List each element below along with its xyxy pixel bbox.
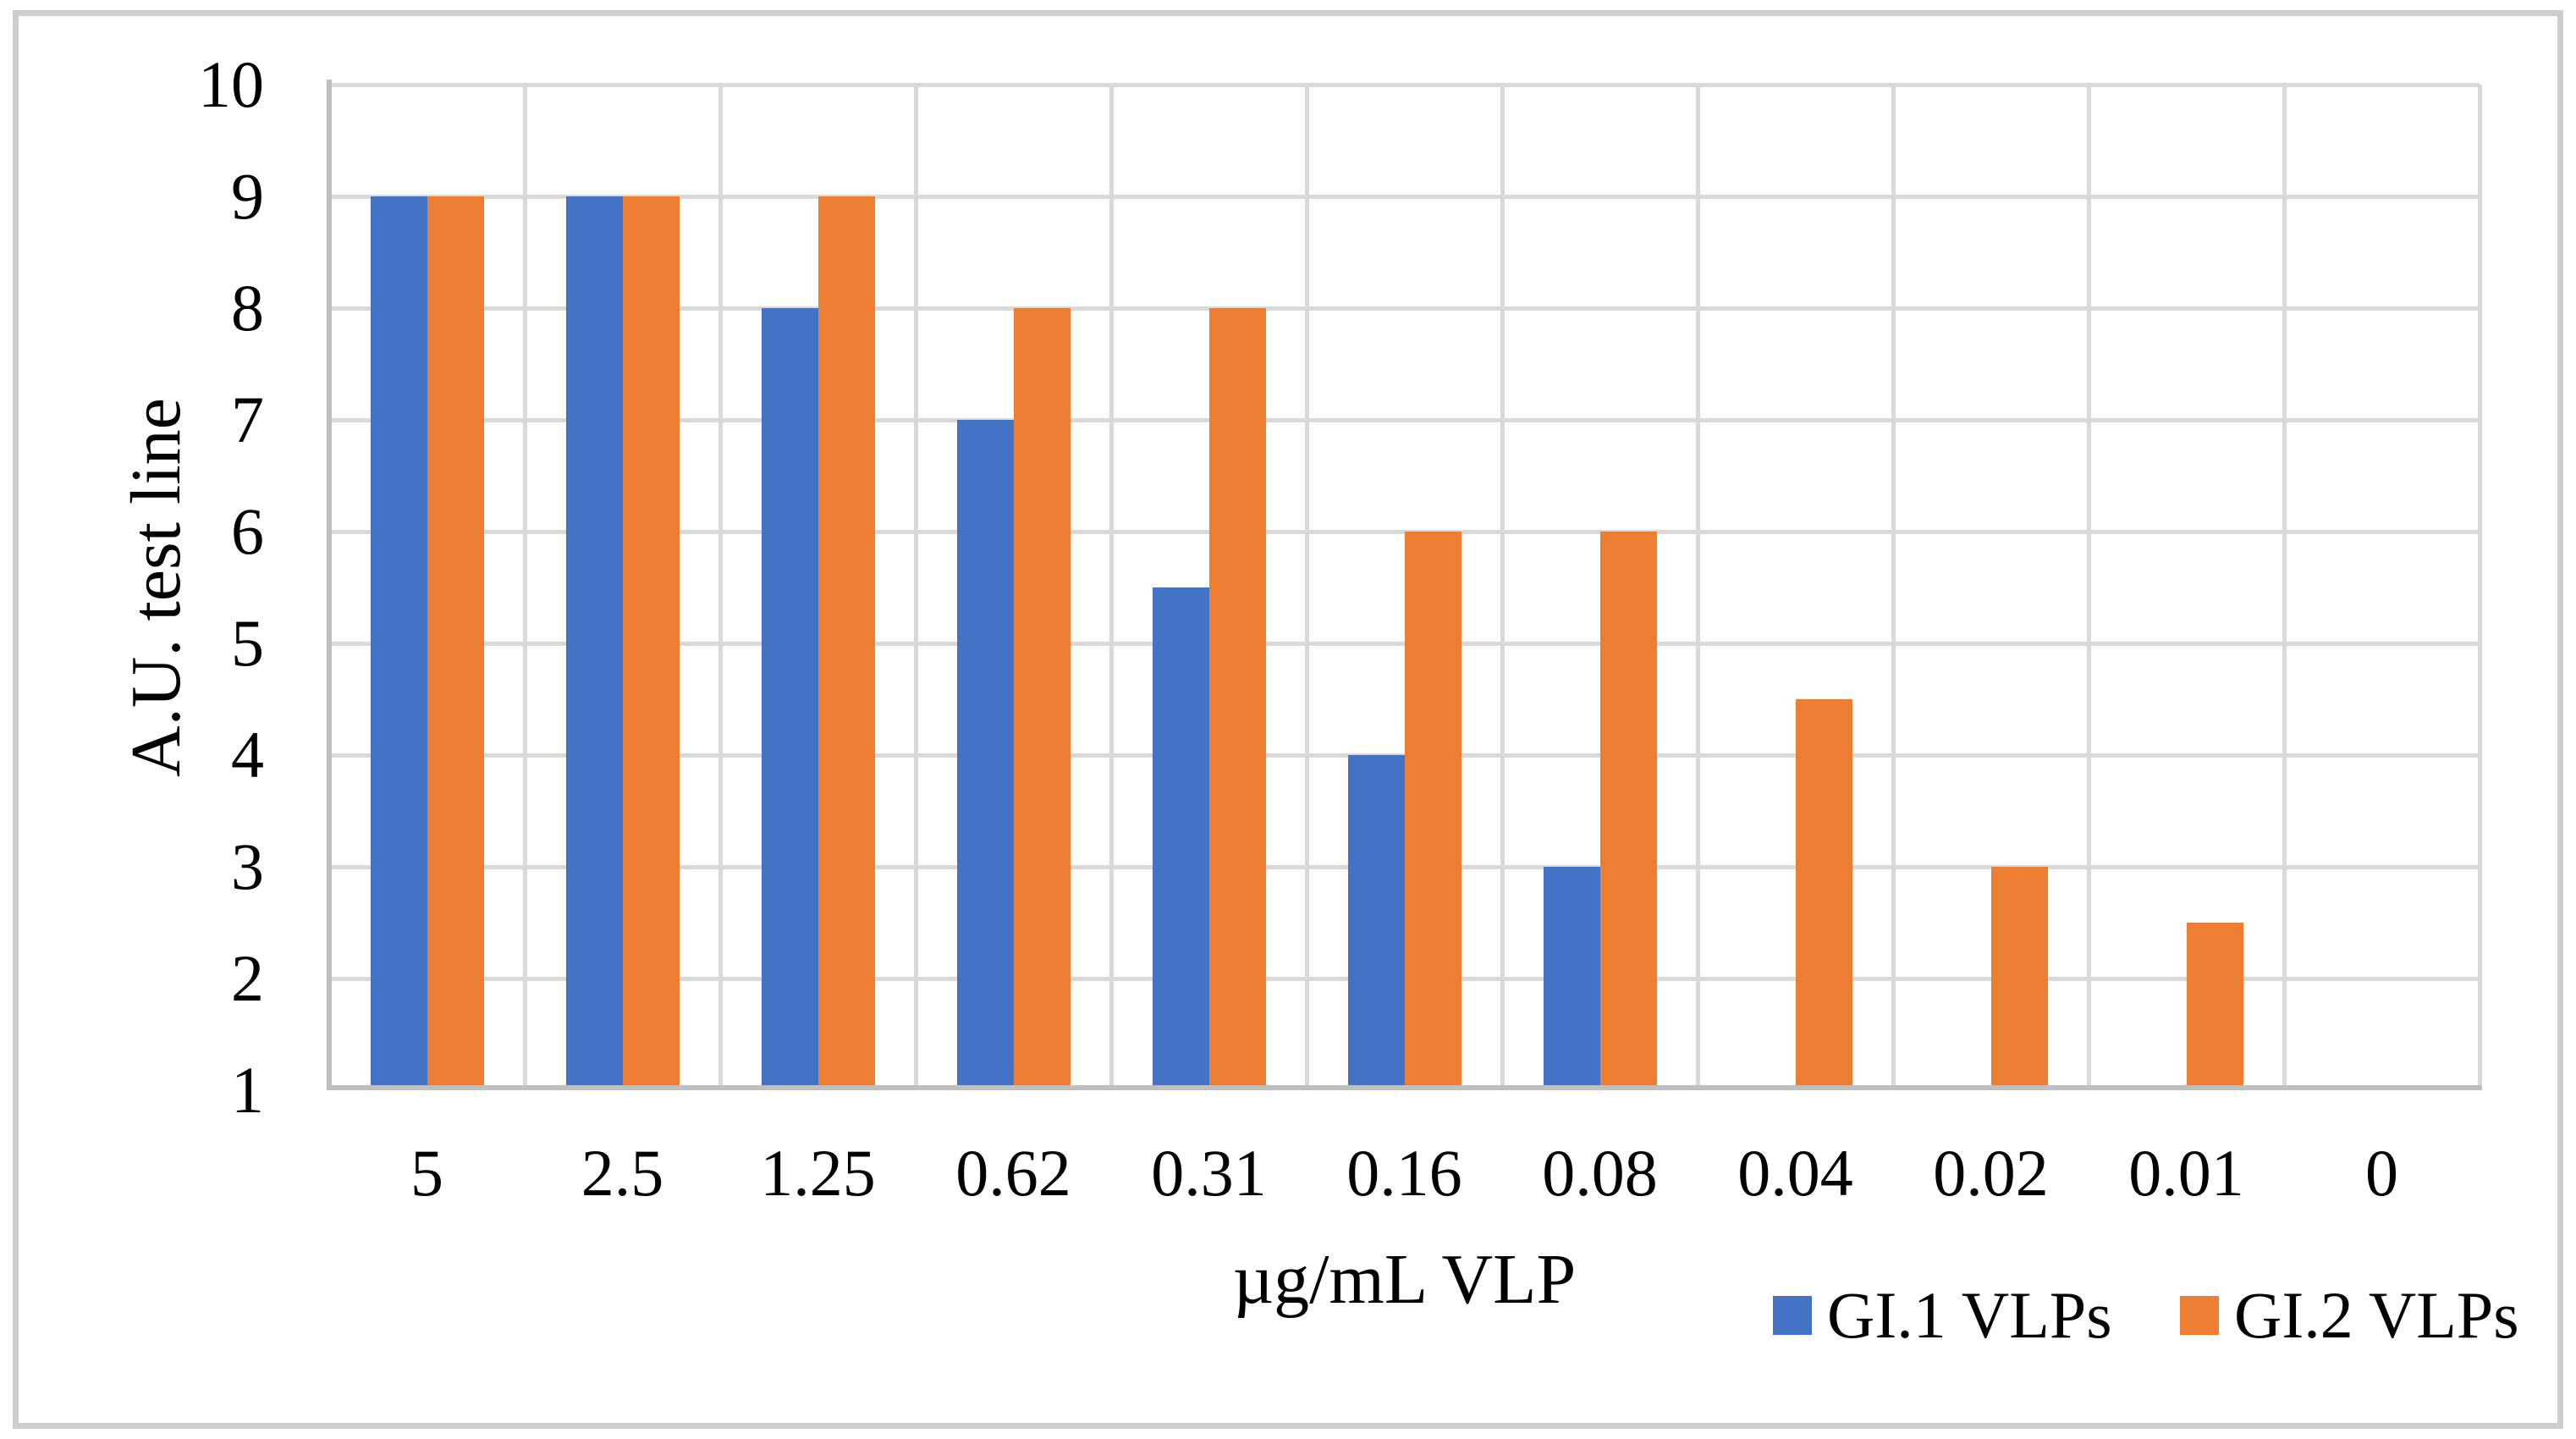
- bar-gi-2-vlps-0.02: [1990, 867, 2048, 1090]
- x-tick-label: 0.16: [1346, 1136, 1462, 1210]
- y-tick-label: 7: [231, 383, 264, 456]
- legend-swatch-gi1-vlps: [1773, 1296, 1812, 1335]
- y-tick-label: 8: [231, 271, 264, 345]
- y-tick-label: 3: [231, 830, 264, 903]
- bar-gi-2-vlps-0.08: [1599, 532, 1657, 1090]
- legend-label-gi2-vlps: GI.2 VLPs: [2234, 1278, 2519, 1352]
- gridline-vertical: [913, 85, 918, 1090]
- legend-item-gi1-vlps: GI.1 VLPs: [1773, 1276, 2112, 1354]
- gridline-vertical: [2282, 85, 2287, 1090]
- bar-gi-2-vlps-2.5: [622, 196, 680, 1090]
- y-tick-label: 10: [198, 47, 264, 121]
- x-tick-label: 0.08: [1542, 1136, 1658, 1210]
- x-axis-line: [327, 1085, 2482, 1090]
- bar-gi-2-vlps-0.62: [1013, 308, 1071, 1090]
- y-tick-label: 9: [231, 159, 264, 233]
- bar-gi-2-vlps-5: [427, 196, 484, 1090]
- bar-gi-1-vlps-0.16: [1347, 755, 1405, 1090]
- bar-gi-2-vlps-0.16: [1404, 532, 1461, 1090]
- gridline-vertical: [1695, 85, 1700, 1090]
- x-tick-label: 2.5: [581, 1136, 664, 1210]
- gridline-vertical: [2477, 85, 2482, 1090]
- y-tick-label: 6: [231, 494, 264, 568]
- x-tick-label: 5: [410, 1136, 443, 1210]
- x-axis-title: µg/mL VLP: [1232, 1240, 1577, 1319]
- gridline-vertical: [1109, 85, 1114, 1090]
- bar-gi-1-vlps-0.31: [1152, 587, 1209, 1090]
- gridline-vertical: [2086, 85, 2091, 1090]
- gridline-vertical: [1500, 85, 1505, 1090]
- y-tick-label: 4: [231, 718, 264, 791]
- gridline-vertical: [1891, 85, 1896, 1090]
- x-tick-label: 0: [2365, 1136, 2398, 1210]
- gridline-horizontal: [329, 194, 2480, 199]
- figure-border: [13, 10, 2563, 1429]
- x-tick-label: 1.25: [760, 1136, 876, 1210]
- bar-gi-1-vlps-0.62: [956, 420, 1014, 1090]
- legend-item-gi2-vlps: GI.2 VLPs: [2180, 1276, 2519, 1354]
- bar-gi-2-vlps-0.01: [2186, 923, 2243, 1090]
- plot-area: [327, 80, 2482, 1090]
- legend-swatch-gi2-vlps: [2180, 1296, 2219, 1335]
- bar-gi-2-vlps-0.31: [1208, 308, 1266, 1090]
- y-tick-label: 2: [231, 941, 264, 1015]
- x-tick-label: 0.01: [2128, 1136, 2244, 1210]
- x-tick-label: 0.31: [1151, 1136, 1267, 1210]
- bar-gi-1-vlps-1.25: [761, 308, 818, 1090]
- x-tick-label: 0.02: [1933, 1136, 2049, 1210]
- y-tick-label: 5: [231, 606, 264, 680]
- gridline-horizontal: [329, 306, 2480, 311]
- gridline-horizontal: [329, 417, 2480, 422]
- x-tick-label: 0.04: [1737, 1136, 1853, 1210]
- gridline-horizontal: [329, 82, 2480, 87]
- y-tick-label: 1: [231, 1053, 264, 1127]
- bar-gi-1-vlps-0.08: [1543, 867, 1600, 1090]
- bar-gi-2-vlps-1.25: [817, 196, 875, 1090]
- bar-gi-1-vlps-5: [370, 196, 427, 1090]
- y-axis-line: [327, 80, 332, 1090]
- gridline-vertical: [718, 85, 723, 1090]
- gridline-vertical: [522, 85, 527, 1090]
- bar-gi-2-vlps-0.04: [1795, 699, 1852, 1090]
- legend-label-gi1-vlps: GI.1 VLPs: [1827, 1278, 2112, 1352]
- x-tick-label: 0.62: [955, 1136, 1071, 1210]
- gridline-vertical: [1304, 85, 1309, 1090]
- bar-gi-1-vlps-2.5: [565, 196, 623, 1090]
